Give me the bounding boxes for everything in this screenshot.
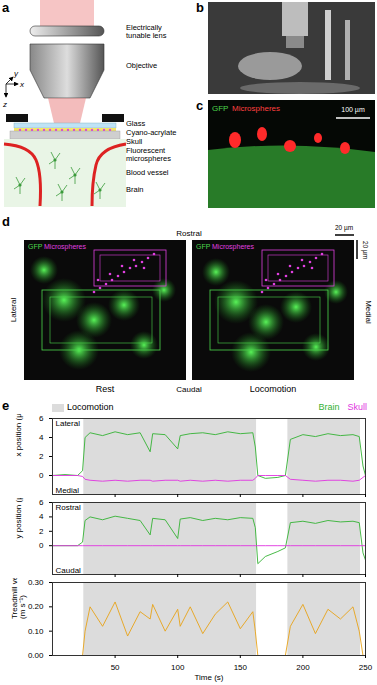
svg-text:Brain: Brain	[126, 185, 144, 194]
svg-text:Skull: Skull	[126, 137, 143, 146]
svg-text:Microspheres: Microspheres	[232, 104, 280, 113]
svg-text:Rostral: Rostral	[56, 503, 82, 512]
svg-text:2: 2	[39, 452, 44, 461]
svg-text:Objective: Objective	[126, 61, 157, 70]
svg-text:0.30: 0.30	[28, 578, 44, 587]
svg-text:z: z	[2, 100, 7, 109]
svg-text:GFP: GFP	[28, 243, 43, 250]
svg-text:4: 4	[39, 512, 44, 521]
svg-text:2: 2	[39, 527, 44, 536]
html-text:Brain: Brain	[318, 402, 340, 412]
svg-text:Caudal: Caudal	[176, 385, 202, 394]
svg-text:c: c	[196, 98, 203, 113]
svg-text:Locomotion: Locomotion	[250, 384, 297, 394]
svg-text:4: 4	[39, 433, 44, 442]
svg-text:6: 6	[39, 498, 44, 507]
svg-text:y: y	[13, 69, 19, 78]
svg-text:x: x	[19, 80, 25, 89]
svg-text:Microspheres: Microspheres	[44, 243, 87, 251]
svg-text:Rest: Rest	[96, 384, 115, 394]
html-text:Locomotion: Locomotion	[67, 402, 114, 412]
svg-text:Blood vessel: Blood vessel	[126, 168, 169, 177]
svg-text:0: 0	[39, 471, 44, 480]
html-text:e: e	[2, 398, 10, 413]
svg-text:Rostral: Rostral	[176, 229, 202, 238]
svg-text:Medial: Medial	[364, 300, 373, 324]
svg-text:Glass: Glass	[126, 119, 145, 128]
svg-text:Medial: Medial	[56, 486, 80, 495]
svg-text:Treadmill velocity(m s⁻¹): Treadmill velocity(m s⁻¹)	[10, 578, 27, 619]
svg-text:0.10: 0.10	[28, 627, 44, 636]
svg-text:Lateral: Lateral	[9, 298, 18, 323]
svg-text:x position (µm): x position (µm)	[14, 414, 23, 457]
svg-text:6: 6	[39, 414, 44, 423]
svg-text:b: b	[196, 0, 204, 15]
svg-text:100 µm: 100 µm	[341, 106, 365, 114]
svg-text:y position (µm): y position (µm)	[14, 498, 23, 539]
svg-text:Time (s): Time (s)	[194, 673, 223, 682]
svg-text:GFP: GFP	[212, 104, 228, 113]
svg-text:150: 150	[234, 663, 248, 672]
svg-text:50: 50	[111, 663, 120, 672]
svg-text:20 µm: 20 µm	[361, 241, 369, 259]
svg-text:Lateral: Lateral	[56, 419, 81, 428]
svg-text:200: 200	[296, 663, 310, 672]
svg-text:Electricallytunable lens: Electricallytunable lens	[126, 23, 167, 40]
svg-text:Fluorescentmicrospheres: Fluorescentmicrospheres	[126, 146, 171, 163]
svg-text:a: a	[2, 0, 10, 15]
svg-text:GFP: GFP	[196, 243, 211, 250]
svg-text:0.20: 0.20	[28, 602, 44, 611]
svg-text:250: 250	[359, 663, 373, 672]
svg-text:100: 100	[171, 663, 185, 672]
svg-text:Caudal: Caudal	[56, 566, 82, 575]
svg-text:0.00: 0.00	[28, 651, 44, 660]
svg-text:Microspheres: Microspheres	[212, 243, 255, 251]
svg-text:d: d	[2, 214, 10, 229]
svg-text:20 µm: 20 µm	[335, 224, 353, 232]
html-text:Skull: Skull	[347, 402, 367, 412]
svg-text:0: 0	[39, 541, 44, 550]
svg-text:Cyano-acrylate: Cyano-acrylate	[126, 128, 176, 137]
